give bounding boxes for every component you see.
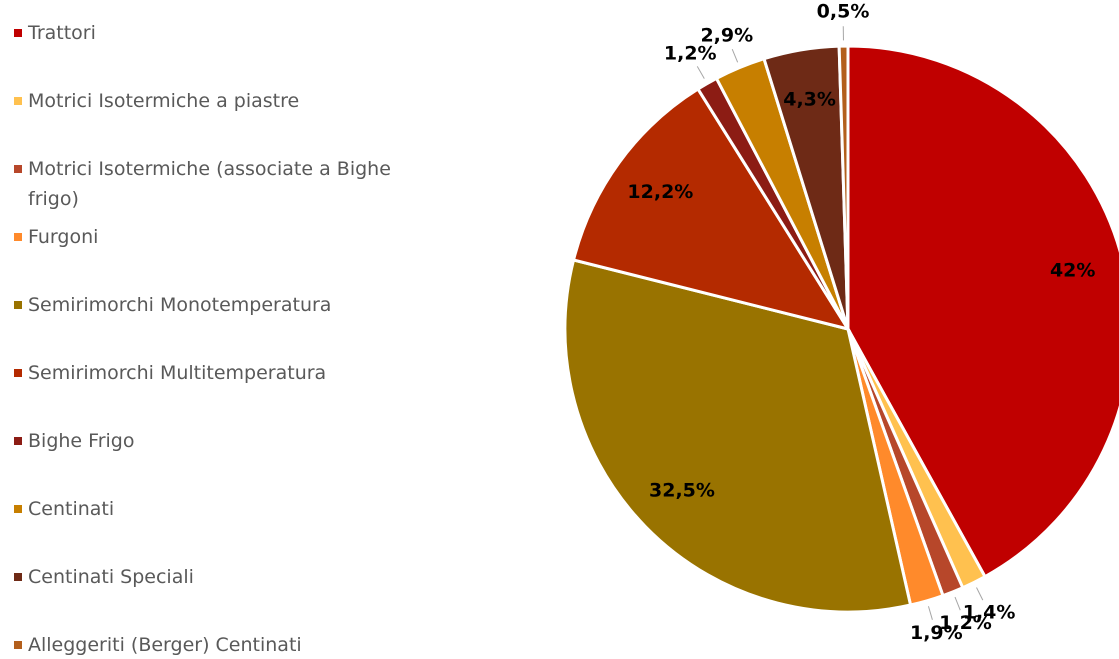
leader-line xyxy=(696,66,705,79)
data-label: 1,2% xyxy=(939,612,992,634)
leader-line xyxy=(954,596,961,611)
legend-label: Bighe Frigo xyxy=(28,430,135,452)
data-label: 2,9% xyxy=(700,25,753,47)
legend-label: Semirimorchi Monotemperatura xyxy=(28,294,332,316)
data-label: 4,3% xyxy=(783,89,836,111)
legend-swatch xyxy=(14,369,22,377)
legend-label: Trattori xyxy=(28,22,96,44)
legend-label: Furgoni xyxy=(28,226,99,248)
legend-item: Centinati xyxy=(14,494,428,524)
legend-item: Centinati Speciali xyxy=(14,562,428,592)
legend-swatch xyxy=(14,165,22,173)
legend-item: Semirimorchi Multitemperatura xyxy=(14,358,428,388)
data-label: 1,4% xyxy=(963,601,1016,623)
data-label: 12,2% xyxy=(627,181,693,203)
pie-slice xyxy=(563,258,913,614)
legend-swatch xyxy=(14,97,22,105)
data-label: 0,5% xyxy=(817,1,870,23)
legend-item: Motrici Isotermiche a piastre xyxy=(14,86,428,116)
leader-line xyxy=(976,587,984,601)
legend-swatch xyxy=(14,233,22,241)
legend-label: Centinati Speciali xyxy=(28,566,194,588)
legend-item: Trattori xyxy=(14,18,428,48)
data-label: 1,2% xyxy=(664,43,717,65)
legend-swatch xyxy=(14,301,22,309)
leader-line xyxy=(731,49,739,63)
legend-label: Semirimorchi Multitemperatura xyxy=(28,362,327,384)
legend-label: Motrici Isotermiche a piastre xyxy=(28,90,300,112)
pie-slice xyxy=(837,44,850,330)
legend-item: Motrici Isotermiche (associate a Bighe f… xyxy=(14,154,428,214)
legend-swatch xyxy=(14,29,22,37)
legend-swatch xyxy=(14,573,22,581)
pie-slice xyxy=(571,86,852,332)
data-label: 32,5% xyxy=(649,480,715,502)
legend-item: Semirimorchi Monotemperatura xyxy=(14,290,428,320)
legend-item: Bighe Frigo xyxy=(14,426,428,456)
data-label: 42% xyxy=(1050,259,1095,281)
legend-label: Centinati xyxy=(28,498,115,520)
data-label: 1,9% xyxy=(910,622,963,644)
legend-item: Alleggeriti (Berger) Centinati xyxy=(14,630,428,659)
legend-swatch xyxy=(14,641,22,649)
leader-line xyxy=(927,606,933,620)
legend-swatch xyxy=(14,437,22,445)
pie-slice xyxy=(846,44,1119,579)
legend-label: Alleggeriti (Berger) Centinati xyxy=(28,634,302,656)
legend-item: Furgoni xyxy=(14,222,428,252)
legend-label: Motrici Isotermiche (associate a Bighe f… xyxy=(28,158,391,210)
legend-swatch xyxy=(14,505,22,513)
